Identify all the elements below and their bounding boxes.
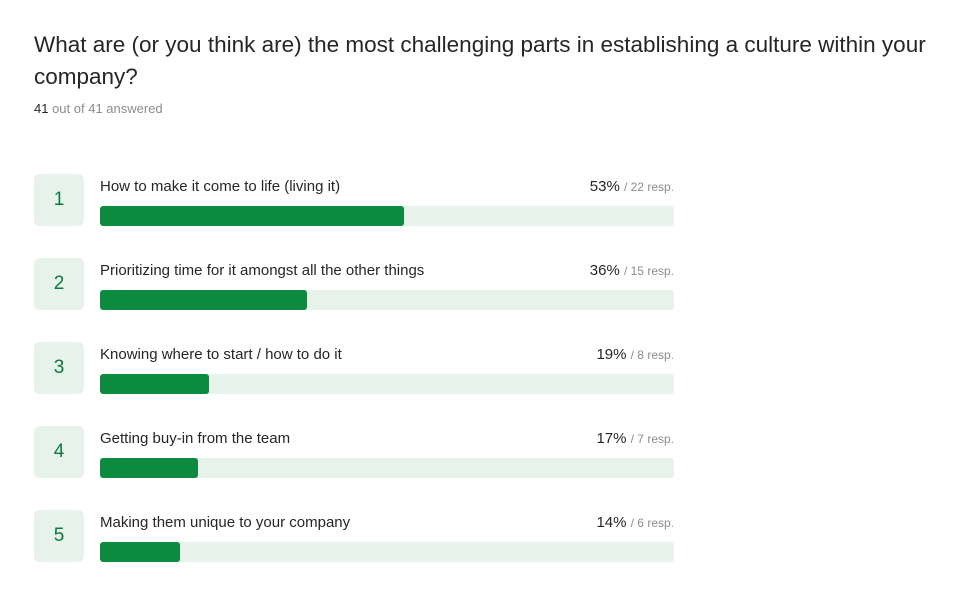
option-stat: 36% / 15 resp.: [590, 262, 674, 279]
ranking-row: 4 Getting buy-in from the team 17% / 7 r…: [34, 426, 674, 478]
rank-badge: 2: [34, 258, 84, 310]
question-title: What are (or you think are) the most cha…: [34, 32, 926, 89]
bar-fill: [100, 542, 181, 562]
ranking-row: 1 How to make it come to life (living it…: [34, 174, 674, 226]
ranking-row: 3 Knowing where to start / how to do it …: [34, 342, 674, 394]
bar-track: [100, 374, 674, 394]
percent-label: 14%: [596, 514, 627, 531]
percent-label: 53%: [589, 178, 620, 195]
option-label: Knowing where to start / how to do it: [100, 346, 342, 363]
option-stat: 53% / 22 resp.: [590, 178, 674, 195]
bar-track: [100, 542, 674, 562]
rank-badge: 1: [34, 174, 84, 226]
answered-count: 41: [34, 101, 49, 116]
bar-track: [100, 206, 674, 226]
percent-label: 19%: [596, 346, 627, 363]
option-stat: 14% / 6 resp.: [596, 514, 674, 531]
bar-fill: [100, 206, 405, 226]
bar-fill: [100, 290, 307, 310]
responses-label: / 6 resp.: [630, 516, 674, 530]
rank-badge: 4: [34, 426, 84, 478]
responses-label: / 22 resp.: [623, 180, 674, 194]
option-label: How to make it come to life (living it): [100, 178, 341, 195]
answered-total-text: out of 41 answered: [48, 101, 163, 116]
ranking-row: 5 Making them unique to your company 14%…: [34, 510, 674, 562]
option-stat: 19% / 8 resp.: [596, 346, 674, 363]
percent-label: 17%: [596, 430, 627, 447]
ranking-row: 2 Prioritizing time for it amongst all t…: [34, 258, 674, 310]
bar-fill: [100, 374, 210, 394]
ranking-chart: 1 How to make it come to life (living it…: [34, 174, 674, 594]
rank-badge: 5: [34, 510, 84, 562]
responses-label: / 15 resp.: [623, 264, 674, 278]
bar-track: [100, 290, 674, 310]
bar-track: [100, 458, 674, 478]
responses-label: / 8 resp.: [630, 348, 674, 362]
option-stat: 17% / 7 resp.: [596, 430, 674, 447]
percent-label: 36%: [589, 262, 620, 279]
option-label: Making them unique to your company: [100, 514, 351, 531]
bar-fill: [100, 458, 198, 478]
option-label: Getting buy-in from the team: [100, 430, 291, 447]
answered-summary: 41 out of 41 answered: [34, 101, 163, 116]
responses-label: / 7 resp.: [630, 432, 674, 446]
option-label: Prioritizing time for it amongst all the…: [100, 262, 425, 279]
rank-badge: 3: [34, 342, 84, 394]
